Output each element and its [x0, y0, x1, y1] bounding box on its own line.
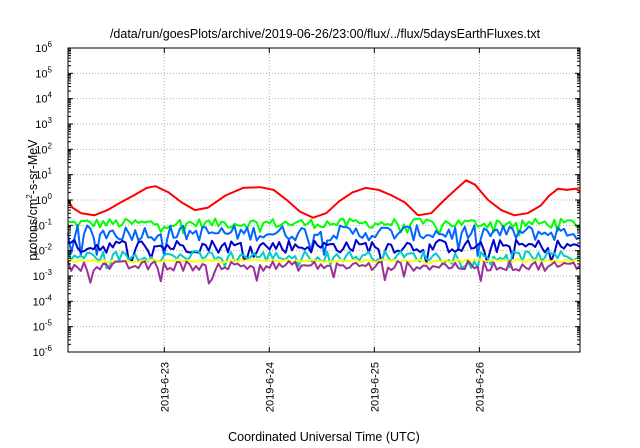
y-tick-label: 10-5 — [33, 319, 53, 334]
y-tick-exponent: -3 — [45, 268, 53, 277]
y-tick-label: 10-2 — [33, 243, 53, 258]
y-tick-base: 10 — [35, 119, 47, 131]
series-line-3 — [67, 224, 581, 257]
x-tick-label: 2019-6-26 — [474, 362, 486, 412]
y-tick-label: 106 — [35, 40, 52, 55]
series-line-6 — [67, 258, 581, 265]
y-tick-exponent: 2 — [48, 141, 53, 150]
y-tick-base: 10 — [33, 322, 45, 334]
y-tick-base: 10 — [35, 68, 47, 80]
chart-title: /data/run/goesPlots/archive/2019-06-26/2… — [110, 27, 541, 41]
y-tick-base: 10 — [33, 347, 45, 359]
y-tick-exponent: -2 — [45, 243, 53, 252]
y-tick-exponent: 4 — [48, 91, 53, 100]
y-tick-base: 10 — [35, 43, 47, 55]
y-tick-base: 10 — [35, 144, 47, 156]
y-tick-label: 103 — [35, 116, 52, 131]
y-axis-label-suffix: -s-sr-MeV — [26, 139, 40, 195]
y-tick-base: 10 — [35, 170, 47, 182]
y-tick-base: 10 — [33, 220, 45, 232]
y-tick-exponent: 6 — [48, 40, 53, 49]
x-tick-label: 2019-6-24 — [264, 362, 276, 412]
x-axis-label: Coordinated Universal Time (UTC) — [228, 430, 420, 444]
y-axis-label: protons/cm2-s-sr-MeV — [25, 139, 40, 261]
y-tick-label: 101 — [35, 167, 52, 182]
y-axis-label-prefix: protons/cm — [26, 199, 40, 261]
y-tick-exponent: -1 — [45, 217, 53, 226]
y-tick-exponent: 5 — [48, 65, 53, 74]
y-axis-label-superscript: 2 — [25, 194, 34, 199]
y-tick-exponent: -4 — [45, 293, 53, 302]
y-tick-label: 10-6 — [33, 344, 53, 359]
y-tick-base: 10 — [33, 296, 45, 308]
y-tick-exponent: -5 — [45, 319, 53, 328]
grid — [68, 48, 580, 352]
series-layer — [67, 179, 581, 285]
x-tick-label: 2019-6-23 — [159, 362, 171, 412]
y-tick-label: 10-4 — [33, 293, 53, 308]
y-tick-base: 10 — [35, 94, 47, 106]
y-tick-base: 10 — [33, 271, 45, 283]
series-line-7 — [67, 259, 581, 285]
series-line-2 — [67, 217, 581, 237]
y-tick-label: 104 — [35, 91, 52, 106]
y-tick-label: 102 — [35, 141, 52, 156]
y-tick-label: 100 — [35, 192, 52, 207]
y-tick-exponent: 3 — [48, 116, 53, 125]
series-line-1 — [67, 179, 581, 219]
y-tick-label: 105 — [35, 65, 52, 80]
y-tick-exponent: -6 — [45, 344, 53, 353]
y-tick-label: 10-1 — [33, 217, 53, 232]
y-tick-exponent: 0 — [48, 192, 53, 201]
y-tick-base: 10 — [33, 246, 45, 258]
y-tick-label: 10-3 — [33, 268, 53, 283]
y-tick-base: 10 — [35, 195, 47, 207]
series-line-4 — [67, 238, 581, 265]
y-axis-ticks: 10-610-510-410-310-210-11001011021031041… — [33, 40, 580, 359]
x-axis-ticks: 2019-6-23 2019-6-24 2019-6-25 2019-6-26 — [159, 48, 486, 412]
x-tick-label: 2019-6-25 — [369, 362, 381, 412]
y-tick-exponent: 1 — [48, 167, 53, 176]
